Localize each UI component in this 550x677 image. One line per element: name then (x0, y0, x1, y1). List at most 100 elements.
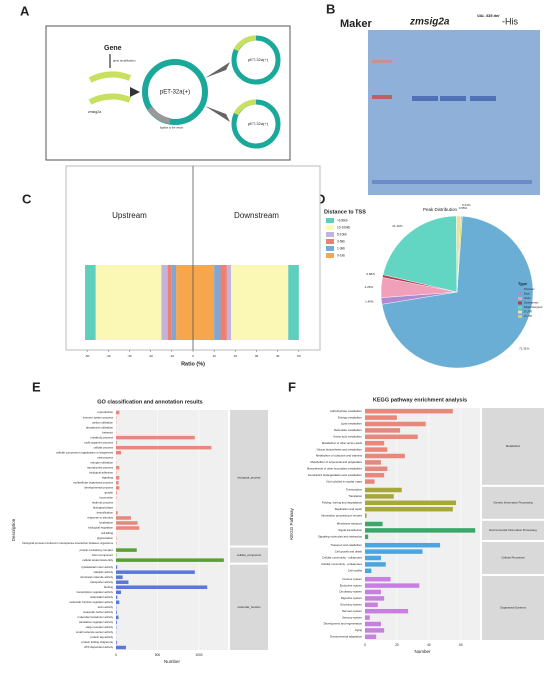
legend-label: >100kb (337, 218, 348, 222)
panel-label: C (22, 191, 32, 206)
y-tick-label: metabolic process (90, 435, 113, 439)
bar (116, 600, 120, 605)
y-tick-label: molecular transducer activity (78, 615, 114, 619)
bar (116, 511, 118, 515)
sample-label: zmsig2a (409, 17, 450, 28)
y-tick-label: immune system process (83, 415, 114, 419)
y-tick-label: Metabolism of terpenoids and polyketides (311, 460, 363, 464)
x-tick-label: -50 (85, 354, 90, 358)
slice-label: 71.31% (519, 346, 530, 350)
panel-label: D (316, 191, 325, 206)
legend-label: Exon (524, 292, 530, 296)
x-tick-label: 1000 (195, 653, 202, 657)
bar (116, 445, 212, 450)
bar (365, 583, 420, 588)
pie-slice (382, 215, 458, 293)
y-axis-title: KEGG Pathway (289, 507, 294, 539)
y-tick-label: Xenobiotics biodegradation and metabolis… (308, 473, 363, 477)
y-tick-label: cytoskeletal motor activity (81, 565, 113, 569)
x-axis-title: Number (164, 659, 181, 664)
bar (365, 466, 388, 472)
bar (116, 610, 117, 615)
y-tick-label: pigmentation (97, 536, 113, 540)
y-tick-label: cellular component organization or bioge… (56, 450, 114, 454)
y-tick-label: Cell motility (348, 569, 363, 573)
bar (365, 628, 385, 633)
bar (116, 491, 117, 495)
y-tick-label: nitrogen utilization (90, 460, 113, 464)
group-strip (230, 547, 268, 563)
legend-label: 0-1kb (337, 253, 345, 257)
plasmid-label: pET-32a(+) (160, 90, 190, 96)
group-label: cellular_component (237, 553, 261, 557)
band (372, 95, 392, 99)
x-axis-title: Ratio (%) (181, 361, 205, 367)
plot-panel (116, 410, 228, 650)
y-tick-label: phosphorus utilization (86, 425, 113, 429)
y-tick-label: Signal transduction (338, 528, 362, 532)
y-tick-label: protein tag activity (90, 635, 113, 639)
legend-label: Intron (524, 296, 531, 300)
legend-label: 3' UTR (524, 314, 532, 318)
gel-image (368, 30, 540, 195)
y-tick-label: detoxification (97, 511, 114, 515)
x-tick-label: 60 (459, 643, 463, 647)
bar (116, 640, 117, 645)
x-tick-label: -10 (170, 354, 175, 358)
y-tick-label: transcription regulator activity (77, 590, 114, 594)
bar-segment (288, 265, 299, 340)
y-tick-label: growth (105, 491, 114, 495)
y-tick-label: molecular carrier activity (83, 610, 114, 614)
group-strip (482, 520, 544, 540)
bar (116, 645, 126, 650)
plasmid-label: pET-32a(+) (248, 57, 269, 62)
y-tick-label: Development and regeneration (324, 622, 363, 626)
legend-label: 10-100kb (337, 225, 351, 229)
legend-label: 5' UTR (524, 310, 532, 314)
direction-label: Downstream (234, 211, 279, 220)
bar (365, 453, 405, 459)
y-tick-label: multicellular organismal process (73, 481, 113, 485)
bar (365, 634, 377, 640)
bar-segment (167, 265, 172, 340)
bar (365, 528, 476, 533)
y-tick-label: Sensory system (342, 615, 363, 619)
bar (365, 568, 372, 574)
y-tick-label: reproductive process (87, 465, 114, 469)
bar (116, 595, 118, 600)
y-tick-label: Nucleotide metabolism (334, 428, 363, 432)
band (440, 96, 466, 101)
y-tick-label: carbon utilization (92, 420, 113, 424)
x-tick-label: -20 (148, 354, 153, 358)
y-tick-label: virion component (92, 553, 114, 557)
bar (116, 465, 120, 470)
group-label: Genetic Information Processing (493, 501, 532, 505)
panel-label: A (20, 3, 30, 18)
legend-label: 1-3kb (337, 246, 345, 250)
direction-label: Upstream (112, 211, 147, 220)
bar (365, 521, 383, 527)
y-tick-label: biological phase (93, 506, 114, 510)
charts: -50 -40 -30 -20 -10 0 10 20 30 40 50 Ratio (%) Upstr… (11, 165, 544, 664)
y-tick-label: protein folding chaperone (81, 640, 113, 644)
y-tick-label: cellular anatomical entity (82, 558, 113, 562)
bar (116, 521, 138, 525)
plasmid-label: pET-32a(+) (248, 121, 269, 126)
insert (233, 35, 257, 52)
group-label: biological_process (237, 476, 261, 480)
step-label: gene amplification (113, 59, 136, 63)
insert (88, 93, 132, 105)
y-tick-label: Biosynthesis of other secondary metaboli… (307, 467, 362, 471)
bar (116, 410, 120, 415)
x-tick-label: 0 (364, 643, 366, 647)
legend-label: 3-5kb (337, 239, 345, 243)
y-tick-label: transporter activity (90, 580, 113, 584)
y-tick-label: viral process (97, 455, 113, 459)
y-tick-label: multi-organism process (84, 440, 114, 444)
bar (116, 575, 123, 579)
x-tick-label: 40 (276, 354, 280, 358)
x-tick-label: 40 (427, 643, 431, 647)
bar (365, 428, 401, 433)
bar (365, 534, 369, 540)
